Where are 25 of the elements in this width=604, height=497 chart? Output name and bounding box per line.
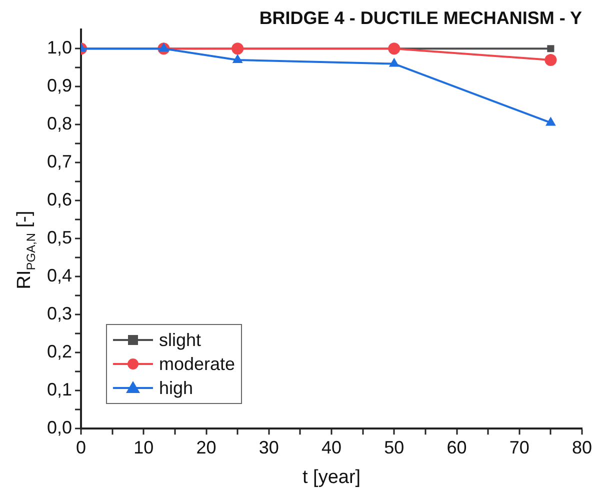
legend-label: high: [159, 378, 194, 398]
x-tick-label: 40: [321, 437, 342, 458]
y-tick-label: 0,1: [46, 380, 72, 400]
y-tick-label: 0,4: [46, 266, 72, 286]
x-tick-label: 30: [258, 437, 279, 458]
x-axis-title: t [year]: [302, 466, 361, 488]
y-tick-label: 0,5: [46, 228, 72, 248]
chart-title: BRIDGE 4 - DUCTILE MECHANISM - Y: [259, 8, 582, 28]
x-tick-label: 0: [76, 437, 86, 458]
legend-label: slight: [159, 330, 202, 350]
x-tick-label: 80: [572, 437, 592, 458]
y-tick-label: 0,0: [46, 418, 72, 438]
x-tick-label: 70: [509, 437, 530, 458]
y-tick-label: 0,8: [46, 114, 72, 134]
y-tick-label: 0,7: [46, 152, 72, 172]
y-tick-label: 0,2: [46, 342, 72, 362]
y-tick-label: 0,9: [46, 76, 72, 96]
y-tick-label: 0,3: [46, 304, 72, 324]
x-tick-label: 10: [134, 437, 154, 458]
y-tick-label: 0,6: [46, 190, 72, 210]
x-tick-label: 20: [196, 437, 216, 458]
y-tick-label: 1,0: [46, 38, 72, 58]
legend-label: moderate: [159, 354, 236, 374]
x-tick-label: 50: [384, 437, 404, 458]
x-tick-label: 60: [446, 437, 467, 458]
